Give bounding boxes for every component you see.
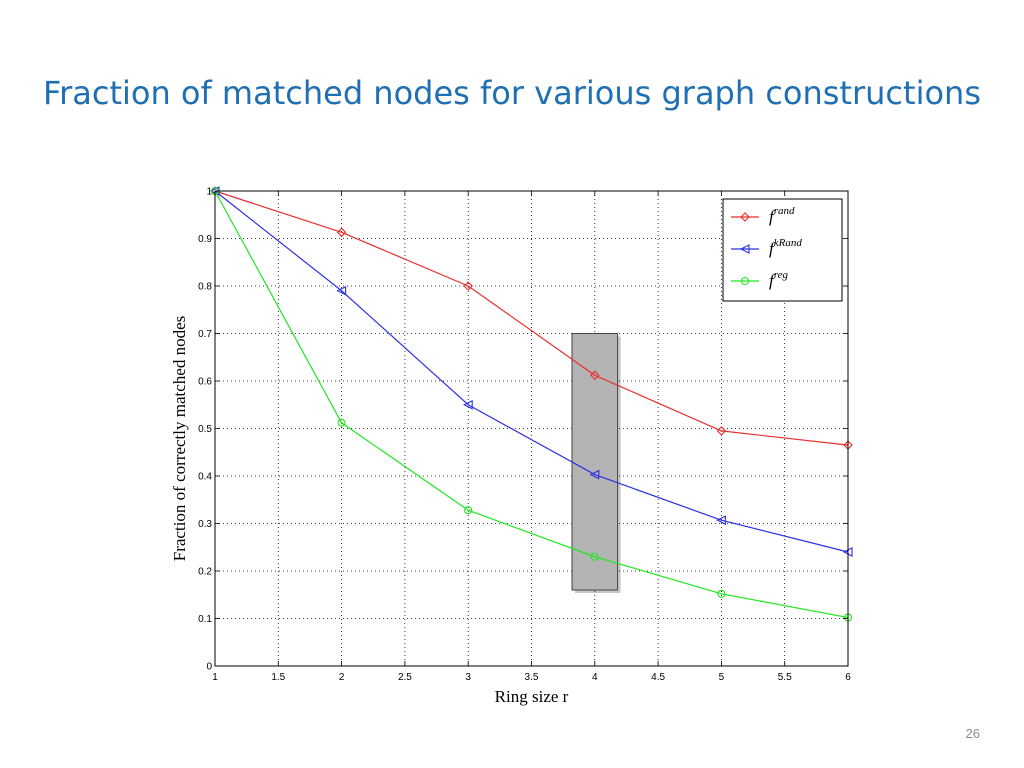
data-point-circle bbox=[717, 589, 726, 598]
data-point-circle bbox=[464, 506, 473, 515]
slide-number: 26 bbox=[965, 726, 980, 741]
series-line bbox=[214, 190, 849, 619]
y-tick-label: 1 bbox=[206, 187, 212, 198]
data-point-diamond bbox=[590, 370, 600, 381]
x-tick-label: 4.5 bbox=[651, 672, 665, 683]
y-tick-label: 0.6 bbox=[198, 377, 212, 388]
x-tick-label: 2 bbox=[339, 672, 345, 683]
data-point-triangle bbox=[336, 285, 347, 296]
y-tick-label: 0 bbox=[206, 662, 212, 673]
legend-item-kRand: fkRand bbox=[731, 237, 802, 258]
y-axis-label: Fraction of correctly matched nodes bbox=[170, 316, 189, 561]
y-tick-label: 0.8 bbox=[198, 282, 212, 293]
data-point-triangle bbox=[716, 515, 726, 526]
y-tick-label: 0.2 bbox=[198, 567, 212, 578]
x-tick-label: 2.5 bbox=[398, 672, 412, 683]
data-point-triangle bbox=[462, 399, 473, 410]
y-tick-label: 0.4 bbox=[198, 472, 212, 483]
highlight-box bbox=[571, 333, 619, 591]
data-point-diamond bbox=[740, 212, 750, 222]
legend-item-rand: frand bbox=[731, 205, 795, 226]
tick-labels: 1 1.5 2 2.5 3 3.5 4 4.5 5 5.5 6 0 0.1 0.2 0.3 0.4 0.5 0.6… bbox=[198, 187, 851, 684]
legend-label: frand bbox=[769, 205, 795, 226]
legend-item-reg: freg bbox=[731, 269, 788, 290]
data-point-circle bbox=[590, 552, 599, 561]
data-point-triangle bbox=[739, 244, 750, 254]
x-tick-label: 3 bbox=[465, 672, 471, 683]
y-tick-label: 0.5 bbox=[198, 424, 212, 435]
y-tick-label: 0.7 bbox=[198, 329, 212, 340]
data-point-triangle bbox=[589, 469, 600, 480]
x-tick-label: 3.5 bbox=[525, 672, 539, 683]
series-line bbox=[214, 190, 849, 553]
highlight-region bbox=[571, 333, 621, 593]
x-tick-label: 5 bbox=[719, 672, 725, 683]
plot-border bbox=[214, 190, 849, 667]
legend-label: fkRand bbox=[769, 237, 802, 258]
y-tick-label: 0.9 bbox=[198, 234, 212, 245]
x-tick-label: 1 bbox=[212, 672, 218, 683]
x-tick-label: 6 bbox=[845, 672, 851, 683]
data-point-circle bbox=[740, 276, 750, 286]
y-tick-label: 0.1 bbox=[198, 614, 212, 625]
slide-title: Fraction of matched nodes for various gr… bbox=[43, 74, 981, 112]
legend: frand fkRand freg bbox=[722, 198, 843, 302]
data-point-circle bbox=[337, 418, 346, 427]
data-point-diamond bbox=[463, 281, 473, 291]
x-tick-label: 4 bbox=[592, 672, 598, 683]
x-tick-label: 5.5 bbox=[778, 672, 792, 683]
series-line bbox=[214, 190, 849, 446]
plot-frame bbox=[214, 190, 849, 667]
legend-label: freg bbox=[769, 269, 788, 290]
x-tick-label: 1.5 bbox=[271, 672, 285, 683]
data-point-diamond bbox=[336, 227, 347, 238]
data-point-diamond bbox=[716, 426, 727, 436]
x-axis-label: Ring size r bbox=[495, 687, 569, 706]
y-tick-label: 0.3 bbox=[198, 519, 212, 530]
